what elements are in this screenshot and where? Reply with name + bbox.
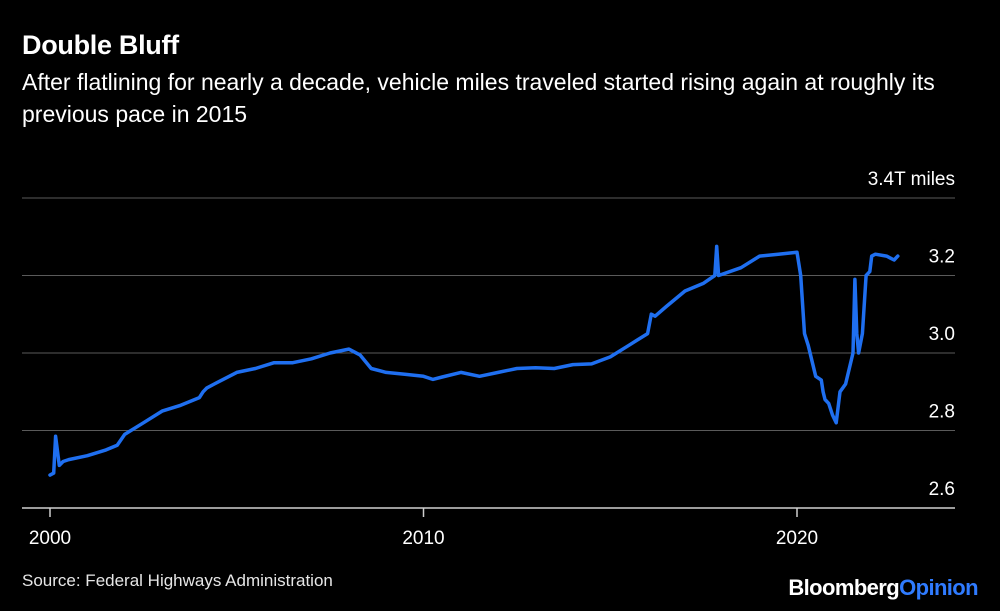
y-tick-label: 2.8 — [929, 402, 955, 423]
x-tick-label: 2000 — [29, 528, 71, 549]
brand-secondary: Opinion — [899, 575, 979, 600]
x-tick-label: 2010 — [402, 528, 444, 549]
chart-title: Double Bluff — [22, 30, 179, 60]
series-line-0 — [48, 244, 900, 477]
chart-subtitle: After flatlining for nearly a decade, ve… — [22, 69, 935, 127]
brand-primary: Bloomberg — [788, 575, 900, 600]
x-tick-label: 2020 — [776, 528, 818, 549]
y-tick-label: 3.2 — [929, 247, 955, 268]
y-tick-label: 2.6 — [929, 479, 955, 500]
y-tick-label: 3.0 — [929, 324, 955, 345]
source-note: Source: Federal Highways Administration — [22, 571, 333, 590]
y-tick-label: 3.4T miles — [868, 169, 955, 190]
brand-logo: BloombergOpinion — [788, 575, 978, 601]
